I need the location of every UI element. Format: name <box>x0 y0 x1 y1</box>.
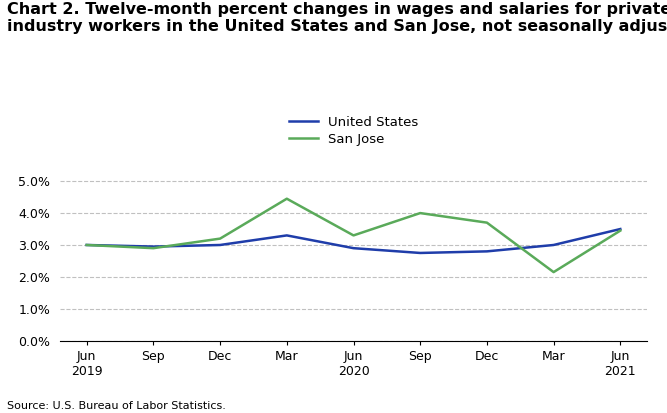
United States <box>216 242 224 247</box>
United States <box>83 242 91 247</box>
United States <box>350 246 358 251</box>
United States <box>550 242 558 247</box>
San Jose <box>550 270 558 275</box>
Line: United States: United States <box>87 229 620 253</box>
Line: San Jose: San Jose <box>87 199 620 272</box>
Text: Chart 2. Twelve-month percent changes in wages and salaries for private
industry: Chart 2. Twelve-month percent changes in… <box>7 2 667 34</box>
United States <box>483 249 491 254</box>
Legend: United States, San Jose: United States, San Jose <box>289 116 418 146</box>
San Jose <box>283 196 291 201</box>
San Jose <box>616 228 624 233</box>
San Jose <box>483 220 491 225</box>
Text: Source: U.S. Bureau of Labor Statistics.: Source: U.S. Bureau of Labor Statistics. <box>7 401 225 411</box>
United States <box>616 227 624 232</box>
San Jose <box>416 211 424 216</box>
San Jose <box>350 233 358 238</box>
United States <box>283 233 291 238</box>
San Jose <box>149 246 157 251</box>
San Jose <box>83 242 91 247</box>
San Jose <box>216 236 224 241</box>
United States <box>416 250 424 255</box>
United States <box>149 244 157 249</box>
